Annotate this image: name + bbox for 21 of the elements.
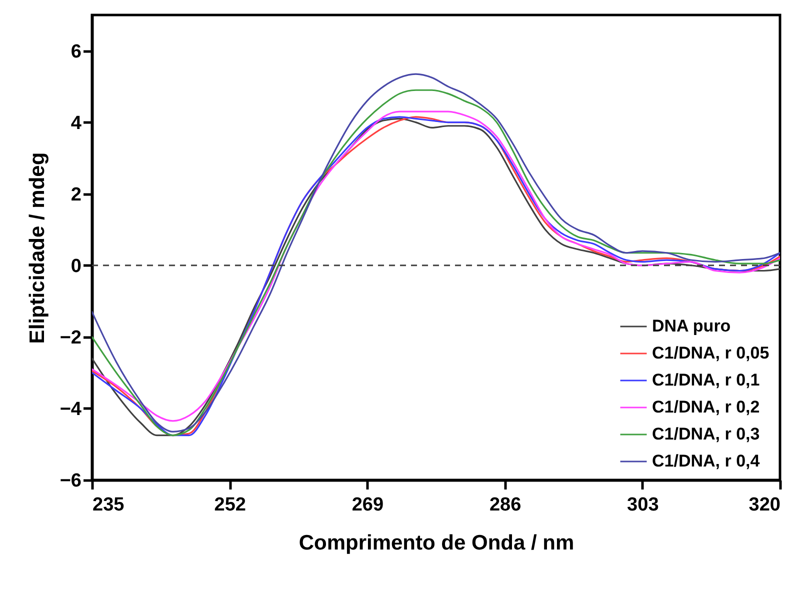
y-axis-title: Elipticidade / mdeg <box>26 152 49 344</box>
x-tick-label: 286 <box>489 494 522 516</box>
y-tick-label: −2 <box>60 327 82 348</box>
y-tick-label: −4 <box>60 398 82 420</box>
legend-label: C1/DNA, r 0,05 <box>652 344 770 362</box>
legend-label: DNA puro <box>652 316 731 336</box>
y-tick-label: 6 <box>70 41 82 62</box>
y-tick-label: 4 <box>70 112 82 134</box>
legend-label: C1/DNA, r 0,2 <box>652 398 760 416</box>
y-tick-label: 2 <box>70 184 82 206</box>
legend-label: C1/DNA, r 0,4 <box>652 452 760 470</box>
x-tick-label: 269 <box>352 494 384 516</box>
x-tick-label: 235 <box>92 494 125 516</box>
x-tick-label: 252 <box>214 494 246 516</box>
legend-label: C1/DNA, r 0,1 <box>652 370 760 390</box>
legend-label: C1/DNA, r 0,3 <box>652 424 760 444</box>
y-tick-label: 0 <box>70 256 82 277</box>
x-axis-title: Comprimento de Onda / nm <box>298 532 574 554</box>
x-tick-label: 303 <box>627 494 659 516</box>
y-tick-label: −6 <box>60 470 82 492</box>
x-tick-label: 320 <box>748 494 780 516</box>
